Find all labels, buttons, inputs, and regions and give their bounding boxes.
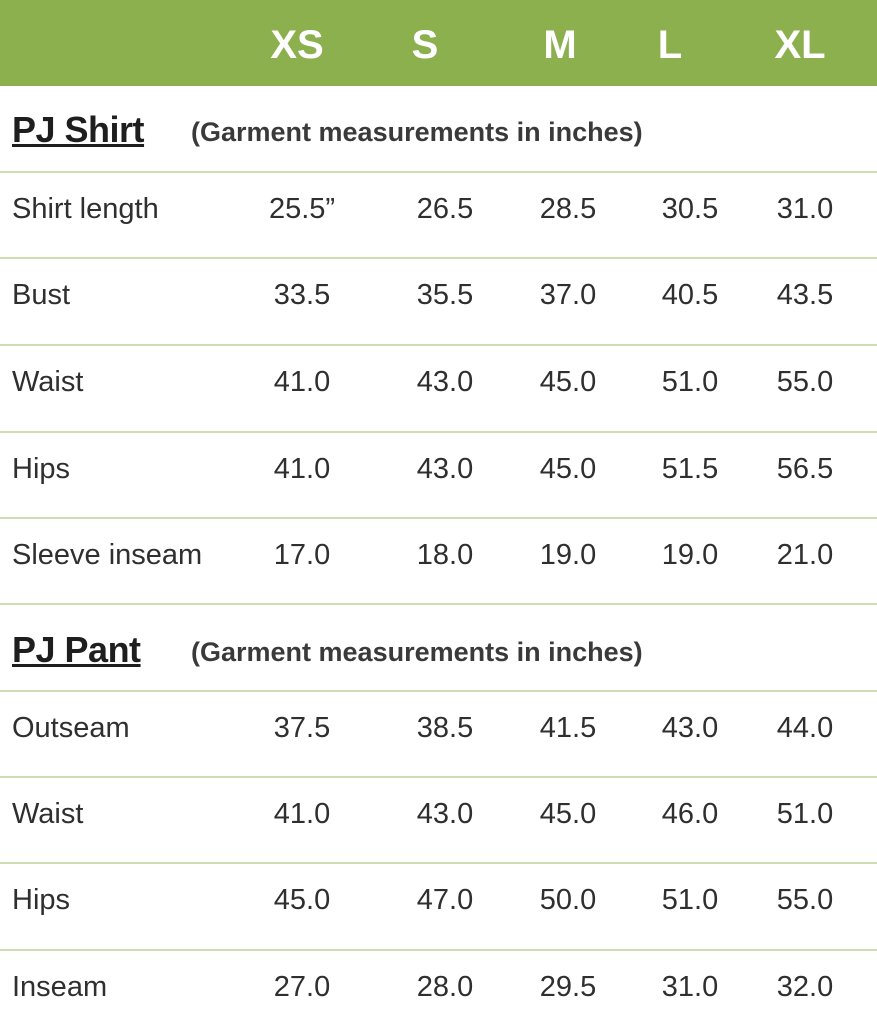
cell-value: 51.0 bbox=[661, 366, 719, 398]
cell-value: 41.5 bbox=[539, 712, 597, 744]
row-label: Outseam bbox=[12, 712, 130, 744]
cell-value: 56.5 bbox=[776, 453, 834, 485]
row-label: Bust bbox=[12, 279, 71, 311]
pant-section-header: PJ Pant (Garment measurements in inches) bbox=[0, 603, 877, 691]
cell-value: 51.5 bbox=[661, 453, 719, 485]
cell-value: 19.0 bbox=[661, 539, 719, 571]
cell-value: 38.5 bbox=[416, 712, 474, 744]
pant-section-note: (Garment measurements in inches) bbox=[191, 637, 643, 667]
cell-value: 55.0 bbox=[776, 884, 834, 916]
cell-value: 35.5 bbox=[416, 279, 474, 311]
cell-value: 43.0 bbox=[416, 366, 474, 398]
cell-value: 45.0 bbox=[539, 366, 597, 398]
cell-value: 25.5” bbox=[268, 193, 336, 225]
cell-value: 27.0 bbox=[273, 971, 331, 1003]
cell-value: 46.0 bbox=[661, 798, 719, 830]
cell-value: 29.5 bbox=[539, 971, 597, 1003]
table-row: Shirt length 25.5” 26.5 28.5 30.5 31.0 bbox=[0, 171, 877, 259]
cell-value: 41.0 bbox=[273, 798, 331, 830]
cell-value: 43.0 bbox=[416, 453, 474, 485]
row-label: Shirt length bbox=[12, 193, 159, 225]
row-label: Sleeve inseam bbox=[12, 539, 203, 571]
cell-value: 33.5 bbox=[273, 279, 331, 311]
table-row: Waist 41.0 43.0 45.0 51.0 55.0 bbox=[0, 344, 877, 432]
cell-value: 37.0 bbox=[539, 279, 597, 311]
cell-value: 45.0 bbox=[539, 798, 597, 830]
cell-value: 41.0 bbox=[273, 366, 331, 398]
table-row: Inseam 27.0 28.0 29.5 31.0 32.0 bbox=[0, 949, 877, 1026]
cell-value: 45.0 bbox=[273, 884, 331, 916]
cell-value: 43.5 bbox=[776, 279, 834, 311]
cell-value: 43.0 bbox=[416, 798, 474, 830]
cell-value: 31.0 bbox=[661, 971, 719, 1003]
cell-value: 28.5 bbox=[539, 193, 597, 225]
shirt-section-note: (Garment measurements in inches) bbox=[191, 117, 643, 147]
table-row: Hips 41.0 43.0 45.0 51.5 56.5 bbox=[0, 431, 877, 519]
table-row: Hips 45.0 47.0 50.0 51.0 55.0 bbox=[0, 862, 877, 950]
cell-value: 45.0 bbox=[539, 453, 597, 485]
cell-value: 43.0 bbox=[661, 712, 719, 744]
cell-value: 28.0 bbox=[416, 971, 474, 1003]
cell-value: 37.5 bbox=[273, 712, 331, 744]
size-xl: XL bbox=[774, 23, 826, 67]
row-label: Hips bbox=[12, 884, 71, 916]
row-label: Hips bbox=[12, 453, 71, 485]
cell-value: 32.0 bbox=[776, 971, 834, 1003]
cell-value: 31.0 bbox=[776, 193, 834, 225]
shirt-section-title: PJ Shirt bbox=[12, 109, 145, 150]
size-l: L bbox=[657, 23, 683, 67]
table-row: Outseam 37.5 38.5 41.5 43.0 44.0 bbox=[0, 690, 877, 778]
cell-value: 41.0 bbox=[273, 453, 331, 485]
cell-value: 44.0 bbox=[776, 712, 834, 744]
table-row: Sleeve inseam 17.0 18.0 19.0 19.0 21.0 bbox=[0, 517, 877, 605]
cell-value: 18.0 bbox=[416, 539, 474, 571]
row-label: Waist bbox=[12, 798, 84, 830]
cell-value: 30.5 bbox=[661, 193, 719, 225]
cell-value: 51.0 bbox=[661, 884, 719, 916]
cell-value: 55.0 bbox=[776, 366, 834, 398]
cell-value: 17.0 bbox=[273, 539, 331, 571]
table-row: Bust 33.5 35.5 37.0 40.5 43.5 bbox=[0, 257, 877, 345]
cell-value: 50.0 bbox=[539, 884, 597, 916]
cell-value: 51.0 bbox=[776, 798, 834, 830]
cell-value: 26.5 bbox=[416, 193, 474, 225]
cell-value: 21.0 bbox=[776, 539, 834, 571]
row-label: Inseam bbox=[12, 971, 108, 1003]
size-xs: XS bbox=[270, 23, 324, 67]
table-row: Waist 41.0 43.0 45.0 46.0 51.0 bbox=[0, 776, 877, 864]
size-s: S bbox=[411, 23, 439, 67]
cell-value: 40.5 bbox=[661, 279, 719, 311]
cell-value: 47.0 bbox=[416, 884, 474, 916]
row-label: Waist bbox=[12, 366, 84, 398]
cell-value: 19.0 bbox=[539, 539, 597, 571]
pant-section-title: PJ Pant bbox=[12, 629, 141, 670]
size-m: M bbox=[543, 23, 577, 67]
size-header-bar: XS S M L XL bbox=[0, 0, 877, 86]
